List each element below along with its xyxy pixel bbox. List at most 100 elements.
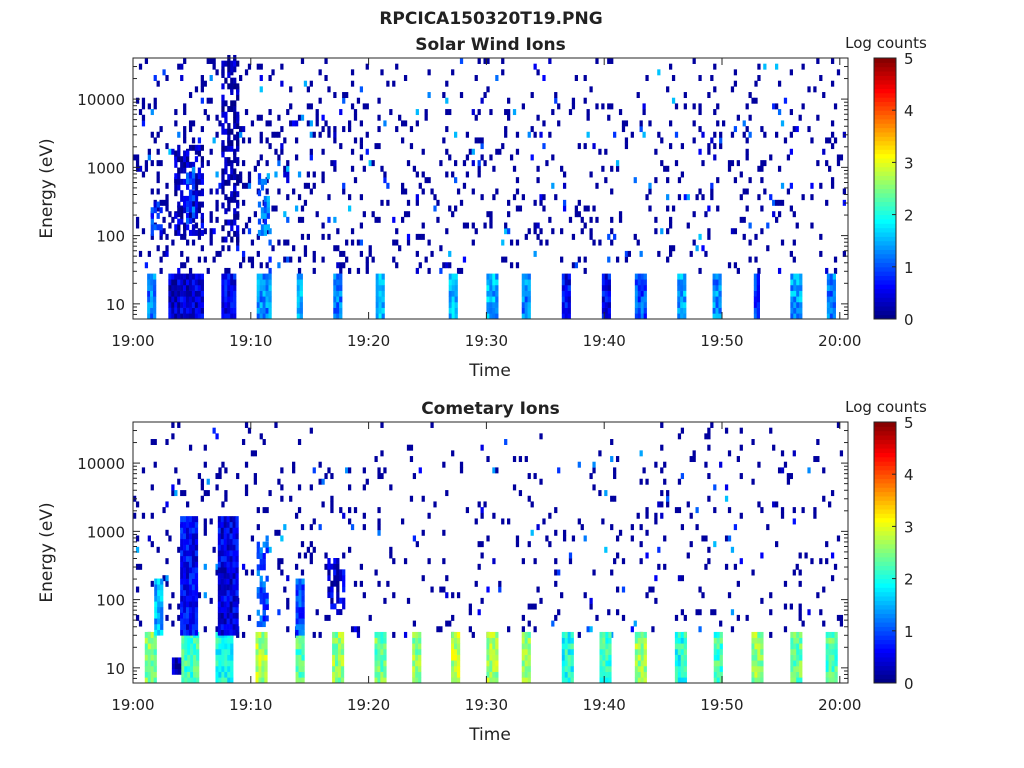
heatmap-cell: [200, 75, 204, 81]
heatmap-cell: [374, 569, 378, 576]
heatmap-cell: [197, 150, 202, 157]
heatmap-cell: [798, 614, 802, 621]
heatmap-cell: [577, 199, 581, 206]
colorbar-segment: [874, 71, 896, 76]
heatmap-cell: [456, 267, 461, 274]
heatmap-cell: [209, 211, 213, 218]
heatmap-cell: [790, 665, 794, 672]
heatmap-cell: [144, 660, 149, 667]
heatmap-cell: [135, 614, 140, 621]
heatmap-cell: [826, 290, 831, 297]
heatmap-cell: [224, 637, 228, 644]
heatmap-cell: [333, 558, 337, 564]
heatmap-cell: [144, 165, 149, 172]
heatmap-cell: [701, 245, 705, 252]
heatmap-cell: [171, 484, 175, 491]
heatmap-cell: [826, 279, 831, 286]
heatmap-cell: [527, 279, 531, 286]
heatmap-cell: [318, 461, 322, 468]
heatmap-cell: [392, 592, 396, 599]
heatmap-cell: [832, 307, 836, 314]
heatmap-cell: [171, 657, 176, 664]
heatmap-cell: [233, 168, 237, 175]
heatmap-cell: [680, 609, 685, 616]
heatmap-cell: [813, 86, 817, 93]
heatmap-cell: [637, 301, 642, 308]
heatmap-cell: [445, 109, 449, 116]
heatmap-cell: [663, 478, 667, 485]
heatmap-cell: [264, 671, 268, 678]
heatmap-cell: [255, 648, 259, 655]
heatmap-cell: [454, 660, 458, 667]
heatmap-cell: [577, 143, 581, 150]
heatmap-cell: [412, 660, 416, 667]
heatmap-cell: [654, 518, 658, 525]
heatmap-cell: [442, 529, 446, 536]
heatmap-cell: [719, 665, 723, 672]
heatmap-cell: [271, 69, 275, 76]
heatmap-cell: [730, 609, 735, 616]
heatmap-cell: [521, 296, 525, 303]
heatmap-cell: [186, 296, 190, 303]
heatmap-cell: [677, 296, 681, 303]
heatmap-cell: [327, 86, 331, 93]
panel-title: Solar Wind Ions: [415, 35, 566, 55]
heatmap-cell: [297, 171, 302, 178]
heatmap-cell: [780, 120, 785, 127]
heatmap-cell: [707, 546, 711, 553]
heatmap-cell: [427, 92, 431, 99]
heatmap-cell: [783, 137, 788, 144]
heatmap-cell: [521, 279, 525, 286]
heatmap-cell: [217, 521, 222, 528]
heatmap-cell: [183, 584, 187, 591]
heatmap-cell: [483, 222, 487, 229]
heatmap-cell: [203, 529, 207, 536]
heatmap-cell: [495, 273, 499, 280]
heatmap-cell: [495, 75, 499, 81]
heatmap-cell: [194, 595, 199, 602]
heatmap-cell: [586, 109, 590, 116]
heatmap-cell: [256, 609, 260, 616]
heatmap-cell: [760, 165, 764, 172]
heatmap-cell: [716, 677, 720, 684]
heatmap-cell: [492, 165, 496, 172]
heatmap-cell: [264, 677, 268, 684]
heatmap-cell: [194, 533, 199, 540]
heatmap-cell: [333, 92, 337, 99]
heatmap-cell: [692, 120, 696, 127]
heatmap-cell: [286, 597, 290, 604]
heatmap-cell: [330, 580, 334, 587]
heatmap-cell: [171, 663, 176, 670]
heatmap-cell: [265, 615, 269, 622]
heatmap-cell: [226, 612, 230, 619]
heatmap-cell: [340, 648, 345, 655]
heatmap-cell: [332, 677, 336, 684]
heatmap-cell: [336, 597, 340, 604]
heatmap-cell: [707, 427, 711, 434]
heatmap-cell: [165, 182, 169, 189]
heatmap-cell: [415, 233, 419, 240]
heatmap-cell: [716, 637, 720, 644]
heatmap-cell: [757, 671, 761, 678]
heatmap-cell: [337, 648, 342, 655]
heatmap-cell: [180, 521, 184, 528]
heatmap-cell: [799, 301, 803, 308]
heatmap-cell: [183, 290, 187, 297]
heatmap-cell: [643, 290, 647, 297]
heatmap-cell: [751, 648, 755, 655]
heatmap-cell: [359, 222, 364, 229]
heatmap-cell: [365, 262, 369, 269]
heatmap-cell: [280, 467, 284, 474]
heatmap-cell: [177, 478, 181, 485]
heatmap-cell: [477, 109, 481, 116]
heatmap-cell: [235, 618, 239, 625]
heatmap-cell: [301, 606, 305, 613]
heatmap-cell: [777, 467, 782, 474]
heatmap-cell: [371, 211, 375, 218]
heatmap-cell: [244, 484, 249, 491]
heatmap-cell: [707, 473, 711, 480]
heatmap-cell: [230, 100, 234, 107]
heatmap-cell: [188, 290, 193, 297]
heatmap-cell: [640, 296, 644, 303]
heatmap-cell: [834, 637, 838, 644]
